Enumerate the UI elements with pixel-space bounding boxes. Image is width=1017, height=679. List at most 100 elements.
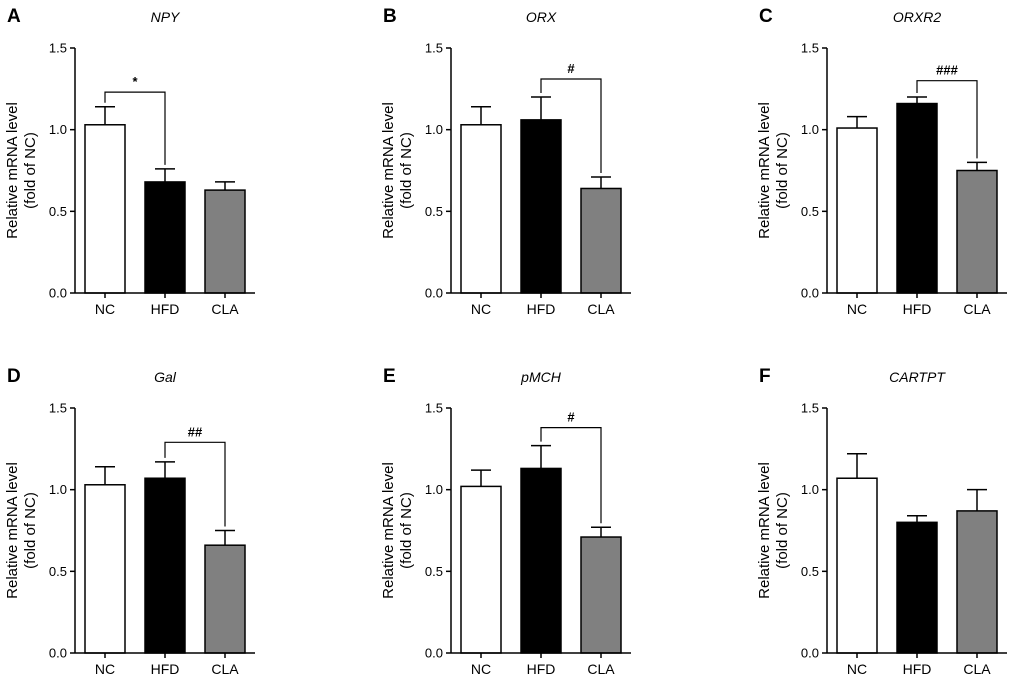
panel-a-significance-label: * (132, 74, 138, 89)
panel-a-ylabel-line2: (fold of NC) (22, 132, 39, 209)
panel-d-ylabel-line1: Relative mRNA level (4, 462, 21, 599)
panel-c-xtick-label-cla: CLA (963, 301, 991, 317)
panel-b-ytick-label-2: 1.0 (425, 122, 443, 137)
panel-e-bar-nc (460, 485, 502, 654)
panel-a-letter: A (7, 6, 21, 27)
panel-b-significance-bracket (540, 78, 602, 174)
panel-e-xtick-label-hfd: HFD (527, 661, 556, 677)
panel-f-ytick-label-2: 1.0 (801, 482, 819, 497)
panel-b-title: ORX (526, 9, 557, 25)
panel-b-bar-hfd (520, 119, 562, 294)
panel-c-bar-cla (956, 169, 998, 294)
panel-a-error-bar-hfd (155, 168, 175, 182)
panel-c-bar-hfd (896, 102, 938, 294)
panel-c-error-bar-cla (967, 161, 987, 171)
panel-f-ytick-label-0: 0.0 (801, 646, 819, 661)
panel-b-xtick-label-hfd: HFD (527, 301, 556, 317)
panel-e-significance-bracket (540, 427, 602, 524)
panel-f-error-bar-cla (967, 488, 987, 511)
panel-b-bar-nc (460, 124, 502, 294)
panel-c-error-bar-nc (847, 115, 867, 129)
panel-a-ytick-label-1: 0.5 (49, 204, 67, 219)
panel-d-ytick-label-3: 1.5 (49, 401, 67, 416)
panel-d-ytick-label-0: 0.0 (49, 646, 67, 661)
panel-a-ylabel-line1: Relative mRNA level (4, 102, 21, 239)
panel-c-ylabel-line2: (fold of NC) (774, 132, 791, 209)
panel-c-ytick-label-0: 0.0 (801, 286, 819, 301)
panel-a-xtick-label-cla: CLA (211, 301, 239, 317)
panel-c-ytick-label-2: 1.0 (801, 122, 819, 137)
panel-e-significance-label: # (567, 410, 575, 425)
panel-a-title: NPY (151, 9, 181, 25)
panel-e-ytick-label-2: 1.0 (425, 482, 443, 497)
panel-e-xtick-label-cla: CLA (587, 661, 615, 677)
panel-e-letter: E (383, 366, 396, 387)
panel-e-ylabel-line2: (fold of NC) (398, 492, 415, 569)
panel-f-ylabel-line1: Relative mRNA level (756, 462, 773, 599)
panel-f-ytick-label-3: 1.5 (801, 401, 819, 416)
panel-d-xtick-label-nc: NC (95, 661, 115, 677)
panel-e-ytick-label-1: 0.5 (425, 564, 443, 579)
panel-a-ytick-label-2: 1.0 (49, 122, 67, 137)
panel-e-ylabel-line1: Relative mRNA level (380, 462, 397, 599)
panel-c-significance-bracket (916, 80, 978, 159)
panel-a-error-bar-cla (215, 181, 235, 191)
panel-c-ylabel-line1: Relative mRNA level (756, 102, 773, 239)
panel-f-xtick-label-nc: NC (847, 661, 867, 677)
panel-b-xtick-label-nc: NC (471, 301, 491, 317)
panel-c-letter: C (759, 6, 773, 27)
panel-e-xtick-label-nc: NC (471, 661, 491, 677)
panel-f-bar-nc (836, 477, 878, 654)
panel-d-bar-cla (204, 544, 246, 654)
panel-f-bar-hfd (896, 521, 938, 654)
panel-d-xtick-label-hfd: HFD (151, 661, 180, 677)
panel-d-letter: D (7, 366, 21, 387)
panel-d-title: Gal (154, 369, 177, 385)
panel-b-error-bar-nc (471, 106, 491, 125)
panel-d-significance-label: ## (188, 424, 203, 439)
panel-d-ylabel-line2: (fold of NC) (22, 492, 39, 569)
panel-f-title: CARTPT (889, 369, 946, 385)
panel-b-ytick-label-0: 0.0 (425, 286, 443, 301)
panel-e-bar-cla (580, 536, 622, 654)
panel-a-ytick-label-3: 1.5 (49, 41, 67, 56)
panel-c-title: ORXR2 (893, 9, 941, 25)
panel-c-error-bar-hfd (907, 96, 927, 104)
panel-b-ytick-label-3: 1.5 (425, 41, 443, 56)
panel-b-ylabel-line1: Relative mRNA level (380, 102, 397, 239)
panel-f-xtick-label-hfd: HFD (903, 661, 932, 677)
panel-e-bar-hfd (520, 467, 562, 654)
panel-e-error-bar-cla (591, 526, 611, 538)
panel-f-error-bar-nc (847, 452, 867, 479)
panel-d-error-bar-nc (95, 466, 115, 485)
panel-e-error-bar-nc (471, 469, 491, 487)
panel-a-bar-hfd (144, 181, 186, 294)
panel-d-error-bar-hfd (155, 461, 175, 479)
panel-b-xtick-label-cla: CLA (587, 301, 615, 317)
panel-e-error-bar-hfd (531, 444, 551, 469)
panel-d-bar-hfd (144, 477, 186, 654)
panel-f-ytick-label-1: 0.5 (801, 564, 819, 579)
panel-f-bar-cla (956, 510, 998, 654)
panel-a-xtick-label-nc: NC (95, 301, 115, 317)
panel-e-title: pMCH (520, 369, 562, 385)
panel-d-xtick-label-cla: CLA (211, 661, 239, 677)
panel-a-xtick-label-hfd: HFD (151, 301, 180, 317)
panel-d-ytick-label-2: 1.0 (49, 482, 67, 497)
panel-c-significance-label: ### (936, 63, 958, 78)
panel-f-letter: F (759, 366, 771, 387)
panel-b-letter: B (383, 6, 397, 27)
panel-d-bar-nc (84, 484, 126, 654)
panel-e-ytick-label-0: 0.0 (425, 646, 443, 661)
panel-b-significance-label: # (567, 61, 575, 76)
panel-f-error-bar-hfd (907, 515, 927, 523)
panel-d-significance-bracket (164, 441, 226, 527)
panel-c-ytick-label-1: 0.5 (801, 204, 819, 219)
panel-a-bar-nc (84, 124, 126, 294)
panel-f-ylabel-line2: (fold of NC) (774, 492, 791, 569)
panel-c-xtick-label-hfd: HFD (903, 301, 932, 317)
panel-b-error-bar-hfd (531, 96, 551, 120)
panel-a-ytick-label-0: 0.0 (49, 286, 67, 301)
panel-d-ytick-label-1: 0.5 (49, 564, 67, 579)
